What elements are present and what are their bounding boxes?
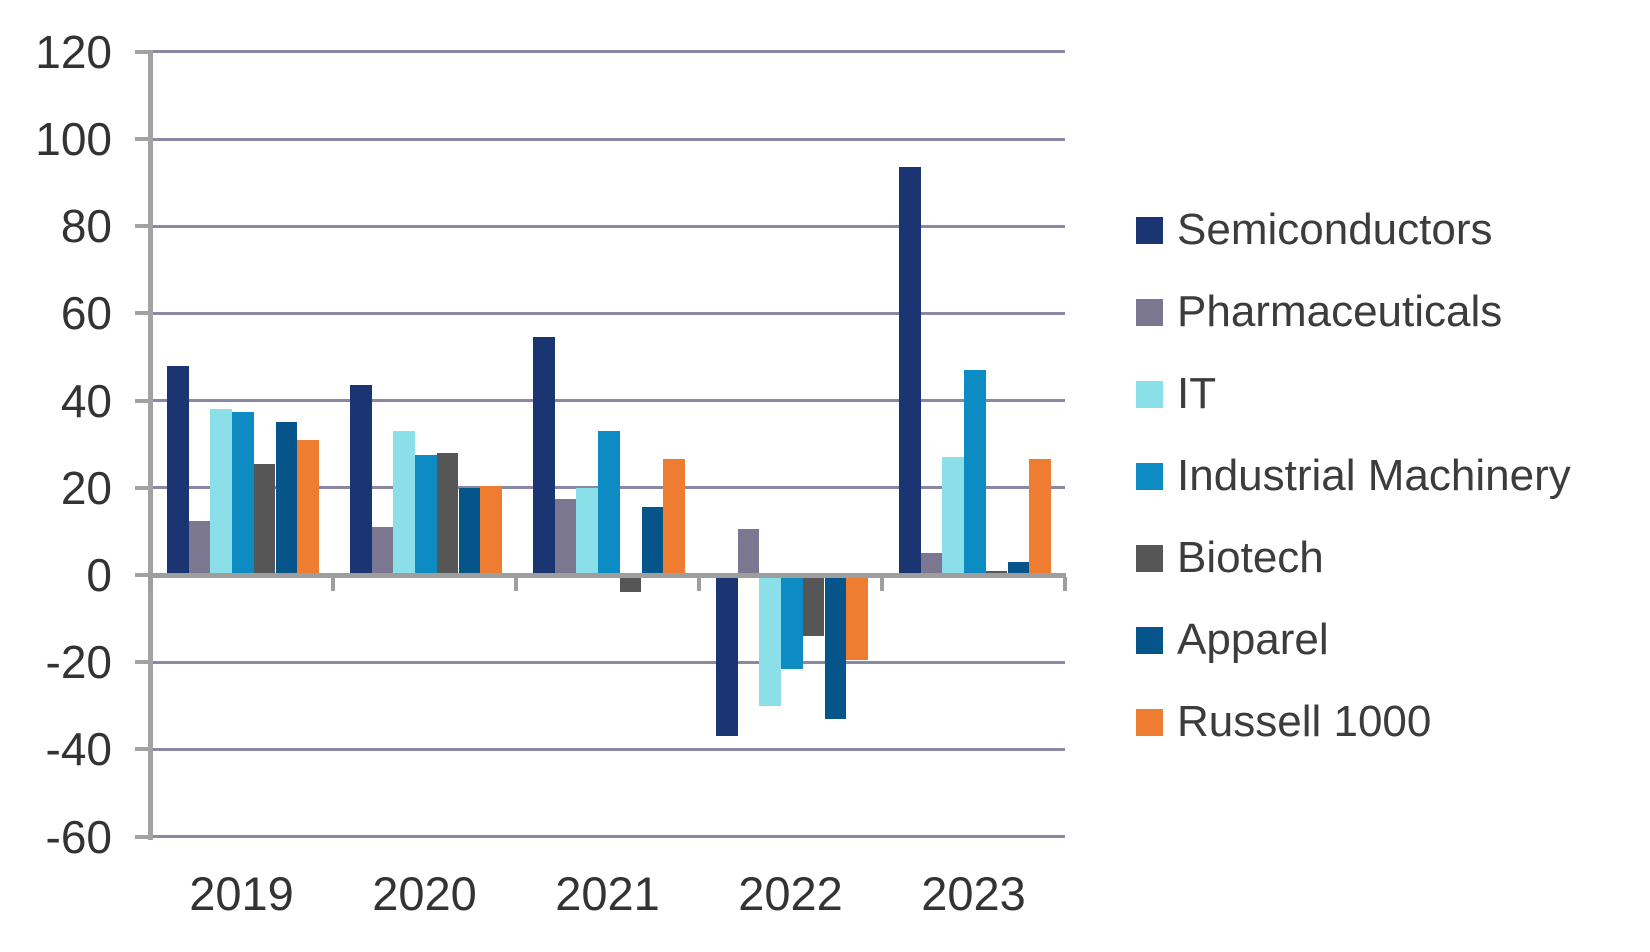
gridline-80 bbox=[148, 224, 1065, 228]
x-tick-0 bbox=[148, 577, 152, 591]
y-axis-line bbox=[147, 50, 153, 840]
legend-label: Semiconductors bbox=[1177, 205, 1493, 254]
y-tick-40 bbox=[135, 398, 148, 403]
bar-pharmaceuticals-2020 bbox=[371, 527, 394, 575]
y-tick-label: 40 bbox=[60, 374, 112, 427]
gridline-60 bbox=[148, 311, 1065, 315]
legend-item-industrial-machinery: Industrial Machinery bbox=[1136, 435, 1571, 517]
y-tick-label: 0 bbox=[86, 549, 112, 601]
bar-semiconductors-2019 bbox=[167, 365, 189, 575]
bar-it-2023 bbox=[942, 457, 965, 575]
x-tick-3 bbox=[697, 577, 701, 591]
legend-label: Biotech bbox=[1177, 533, 1324, 582]
bar-apparel-2023 bbox=[1007, 561, 1030, 575]
y-tick-label: -40 bbox=[45, 723, 112, 776]
legend-label: Pharmaceuticals bbox=[1177, 287, 1503, 336]
bar-industrial-machinery-2023 bbox=[964, 370, 986, 575]
legend-swatch-apparel bbox=[1136, 626, 1163, 654]
gridline--60 bbox=[148, 835, 1065, 839]
bar-it-2019 bbox=[210, 409, 233, 575]
gridline--40 bbox=[148, 747, 1065, 751]
legend-item-russell-1000: Russell 1000 bbox=[1136, 681, 1571, 763]
bar-industrial-machinery-2021 bbox=[598, 431, 620, 575]
bar-biotech-2019 bbox=[253, 463, 276, 575]
legend-item-semiconductors: Semiconductors bbox=[1136, 189, 1571, 271]
gridline--20 bbox=[148, 660, 1065, 664]
bar-apparel-2019 bbox=[275, 422, 298, 575]
bar-pharmaceuticals-2019 bbox=[188, 520, 211, 575]
y-tick-60 bbox=[135, 311, 148, 316]
legend-label: Industrial Machinery bbox=[1177, 451, 1571, 500]
bar-industrial-machinery-2019 bbox=[232, 411, 254, 575]
y-tick-0 bbox=[135, 573, 148, 577]
legend-item-biotech: Biotech bbox=[1136, 517, 1571, 599]
x-category-label-2020: 2020 bbox=[372, 867, 477, 920]
x-tick-5 bbox=[1063, 577, 1067, 591]
bar-industrial-machinery-2020 bbox=[415, 455, 437, 575]
bar-apparel-2020 bbox=[458, 487, 481, 575]
bar-russell-1000-2023 bbox=[1029, 459, 1051, 575]
legend-label: IT bbox=[1177, 369, 1217, 418]
y-tick-20 bbox=[135, 485, 148, 490]
legend-swatch-biotech bbox=[1136, 544, 1163, 572]
legend-swatch-pharmaceuticals bbox=[1136, 298, 1163, 326]
y-tick--60 bbox=[135, 834, 148, 839]
x-category-label-2021: 2021 bbox=[555, 867, 660, 920]
bar-russell-1000-2019 bbox=[297, 439, 319, 575]
bar-semiconductors-2023 bbox=[899, 167, 921, 575]
legend-swatch-semiconductors bbox=[1136, 216, 1163, 244]
bar-pharmaceuticals-2022 bbox=[737, 529, 760, 575]
x-tick-4 bbox=[880, 577, 884, 591]
bar-semiconductors-2022 bbox=[716, 575, 738, 737]
y-tick-label: 100 bbox=[35, 113, 112, 165]
bar-pharmaceuticals-2021 bbox=[554, 498, 577, 575]
x-tick-1 bbox=[331, 577, 335, 591]
bar-it-2022 bbox=[759, 575, 782, 706]
legend-item-pharmaceuticals: Pharmaceuticals bbox=[1136, 271, 1571, 353]
x-category-label-2022: 2022 bbox=[738, 867, 843, 920]
bar-semiconductors-2020 bbox=[350, 385, 372, 575]
bar-industrial-machinery-2022 bbox=[781, 575, 803, 669]
bar-apparel-2021 bbox=[641, 507, 664, 575]
bar-biotech-2020 bbox=[436, 452, 459, 575]
gridline-120 bbox=[148, 50, 1065, 54]
bar-it-2020 bbox=[393, 431, 416, 575]
y-tick-label: -20 bbox=[45, 636, 112, 689]
y-tick-label: 80 bbox=[60, 200, 112, 253]
bar-it-2021 bbox=[576, 487, 599, 575]
legend-swatch-industrial-machinery bbox=[1136, 462, 1163, 490]
x-axis-line bbox=[147, 572, 1066, 578]
legend-item-apparel: Apparel bbox=[1136, 599, 1571, 681]
y-tick-label: 20 bbox=[60, 461, 112, 514]
y-tick-label: -60 bbox=[45, 810, 112, 863]
legend-swatch-it bbox=[1136, 380, 1163, 408]
legend-label: Russell 1000 bbox=[1177, 697, 1432, 746]
y-tick--20 bbox=[135, 660, 148, 665]
x-category-label-2023: 2023 bbox=[921, 867, 1026, 920]
y-tick-80 bbox=[135, 224, 148, 229]
bar-russell-1000-2021 bbox=[663, 459, 685, 575]
bar-biotech-2022 bbox=[802, 575, 825, 637]
bar-apparel-2022 bbox=[824, 575, 847, 719]
bar-russell-1000-2020 bbox=[480, 485, 502, 575]
legend-swatch-russell-1000 bbox=[1136, 708, 1163, 736]
y-tick-100 bbox=[135, 137, 148, 141]
bar-russell-1000-2022 bbox=[846, 575, 868, 661]
legend-item-it: IT bbox=[1136, 353, 1571, 435]
y-tick--40 bbox=[135, 747, 148, 752]
y-tick-label: 60 bbox=[60, 287, 112, 340]
gridline-40 bbox=[148, 399, 1065, 403]
bar-semiconductors-2021 bbox=[533, 337, 555, 575]
legend-label: Apparel bbox=[1177, 615, 1329, 664]
x-category-label-2019: 2019 bbox=[189, 867, 294, 920]
y-tick-120 bbox=[135, 49, 148, 54]
bar-pharmaceuticals-2023 bbox=[920, 553, 943, 575]
y-tick-label: 120 bbox=[35, 25, 112, 78]
bar-biotech-2021 bbox=[619, 575, 642, 593]
legend: Semiconductors Pharmaceuticals IT Industria… bbox=[1136, 189, 1571, 763]
x-tick-2 bbox=[514, 577, 518, 591]
gridline-100 bbox=[148, 137, 1065, 141]
